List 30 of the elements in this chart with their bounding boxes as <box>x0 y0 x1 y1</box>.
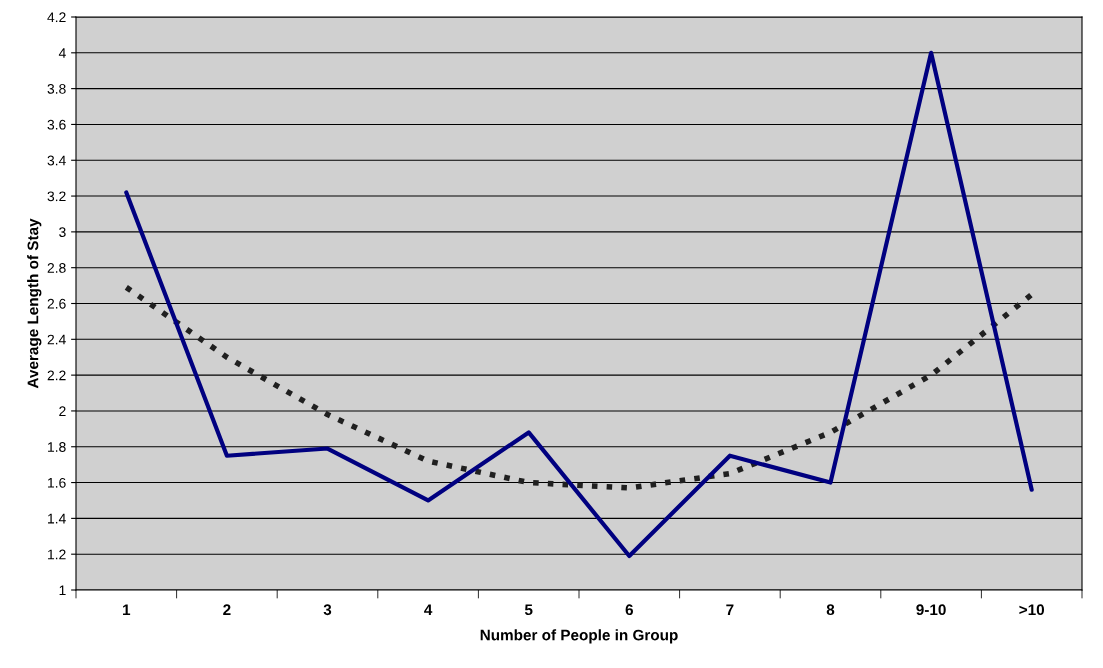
x-tick-label: >10 <box>1019 604 1045 616</box>
x-tick-label: 9-10 <box>916 604 946 616</box>
y-axis-title: Average Length of Stay <box>27 218 42 389</box>
y-tick-label: 2.8 <box>47 263 66 273</box>
y-tick-label: 1.8 <box>48 442 66 452</box>
y-tick-label: 3 <box>59 227 66 238</box>
y-tick-label: 2 <box>59 406 66 416</box>
line-series <box>124 50 1034 559</box>
x-tick-label: 5 <box>524 604 533 616</box>
y-tick-label: 3.2 <box>47 191 66 202</box>
y-tick-label: 3.4 <box>47 155 66 166</box>
x-tick-label: 6 <box>625 604 633 616</box>
y-tick-label: 2.2 <box>47 370 66 381</box>
x-axis-title: Number of People in Group <box>480 629 678 644</box>
y-tick-label: 3.6 <box>47 119 66 130</box>
y-tick-label: 1.6 <box>48 477 66 488</box>
x-tick-label: 8 <box>826 604 835 616</box>
y-tick-label: 3.8 <box>47 83 66 94</box>
y-tick-label: 4.2 <box>47 12 66 23</box>
y-tick-label: 4 <box>58 48 66 58</box>
y-tick-label: 2.6 <box>47 298 66 309</box>
x-tick-label: 3 <box>323 604 332 616</box>
y-tick-label: 1.2 <box>48 549 66 560</box>
x-tick-label: 7 <box>726 604 734 615</box>
y-tick-label: 1.4 <box>48 513 66 524</box>
x-tick-label: 4 <box>424 604 433 615</box>
y-tick-label: 2.4 <box>47 334 66 345</box>
x-tick-label: 1 <box>123 604 131 615</box>
x-tick-label: 2 <box>223 604 231 615</box>
y-tick-label: 1 <box>59 585 66 596</box>
